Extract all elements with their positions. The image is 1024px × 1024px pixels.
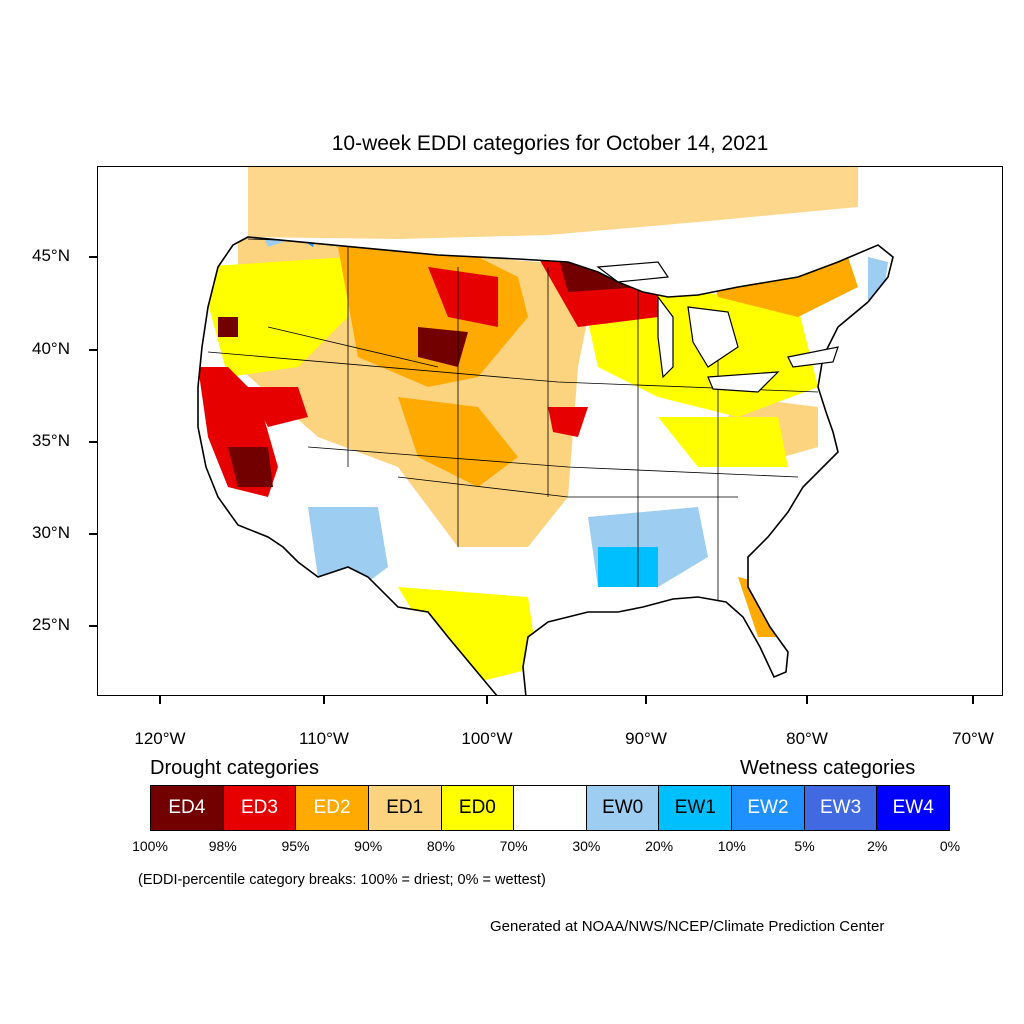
legend-break-label: 30% bbox=[572, 838, 601, 854]
credit-line: Generated at NOAA/NWS/NCEP/Climate Predi… bbox=[490, 918, 885, 935]
lat-label: 30°N bbox=[32, 523, 70, 542]
lon-tick bbox=[806, 696, 808, 704]
lon-label: 80°W bbox=[786, 729, 828, 748]
lat-tick bbox=[89, 256, 97, 258]
legend-cell-ew2: EW2 bbox=[732, 786, 805, 830]
legend-cell-ew1: EW1 bbox=[659, 786, 733, 830]
legend-break-label: 20% bbox=[645, 838, 674, 854]
legend-cell-ed3: ED3 bbox=[223, 786, 297, 830]
legend-break-label: 100% bbox=[132, 838, 168, 854]
lat-tick bbox=[89, 625, 97, 627]
lat-label: 40°N bbox=[32, 339, 70, 358]
legend-break-label: 10% bbox=[717, 838, 746, 854]
lat-label: 35°N bbox=[32, 431, 70, 450]
lat-label: 45°N bbox=[32, 246, 70, 265]
lon-tick bbox=[972, 696, 974, 704]
legend-break-label: 98% bbox=[208, 838, 237, 854]
legend-cell-ed0: ED0 bbox=[441, 786, 515, 830]
lon-label: 90°W bbox=[625, 729, 667, 748]
lon-tick bbox=[159, 696, 161, 704]
legend-break-label: 80% bbox=[426, 838, 455, 854]
legend-cell-ew3: EW3 bbox=[804, 786, 878, 830]
map-title: 10-week EDDI categories for October 14, … bbox=[331, 132, 769, 155]
lat-tick bbox=[89, 349, 97, 351]
lat-tick bbox=[89, 533, 97, 535]
legend-break-label: 2% bbox=[867, 838, 888, 854]
lat-label: 25°N bbox=[32, 615, 70, 634]
map-panel bbox=[97, 166, 1003, 696]
drought-heading: Drought categories bbox=[150, 757, 319, 779]
legend-cell-ew4: EW4 bbox=[877, 786, 950, 830]
legend-cell-ed2: ED2 bbox=[296, 786, 369, 830]
legend-colorbar: ED4 ED3 ED2 ED1 ED0 EW0 EW1 EW2 EW3 EW4 bbox=[150, 785, 950, 831]
lon-tick bbox=[486, 696, 488, 704]
legend-break-label: 90% bbox=[354, 838, 383, 854]
legend-cell-ed1: ED1 bbox=[368, 786, 442, 830]
lon-label: 120°W bbox=[134, 729, 186, 748]
legend-break-label: 0% bbox=[939, 838, 961, 854]
legend-cell-ed4: ED4 bbox=[151, 786, 224, 830]
lon-label: 110°W bbox=[299, 729, 349, 748]
eddi-map bbox=[197, 167, 894, 695]
lon-tick bbox=[323, 696, 325, 704]
legend-cell-ew0: EW0 bbox=[586, 786, 660, 830]
legend-break-label: 70% bbox=[499, 838, 528, 854]
lon-label: 100°W bbox=[461, 729, 513, 748]
legend-cell-neutral bbox=[514, 786, 587, 830]
category-note: (EDDI-percentile category breaks: 100% =… bbox=[138, 872, 546, 888]
legend-break-label: 95% bbox=[281, 838, 310, 854]
lon-label: 70°W bbox=[952, 729, 994, 748]
wetness-heading: Wetness categories bbox=[740, 757, 916, 779]
lat-tick bbox=[89, 441, 97, 443]
lon-tick bbox=[645, 696, 647, 704]
legend-break-label: 5% bbox=[794, 838, 815, 854]
